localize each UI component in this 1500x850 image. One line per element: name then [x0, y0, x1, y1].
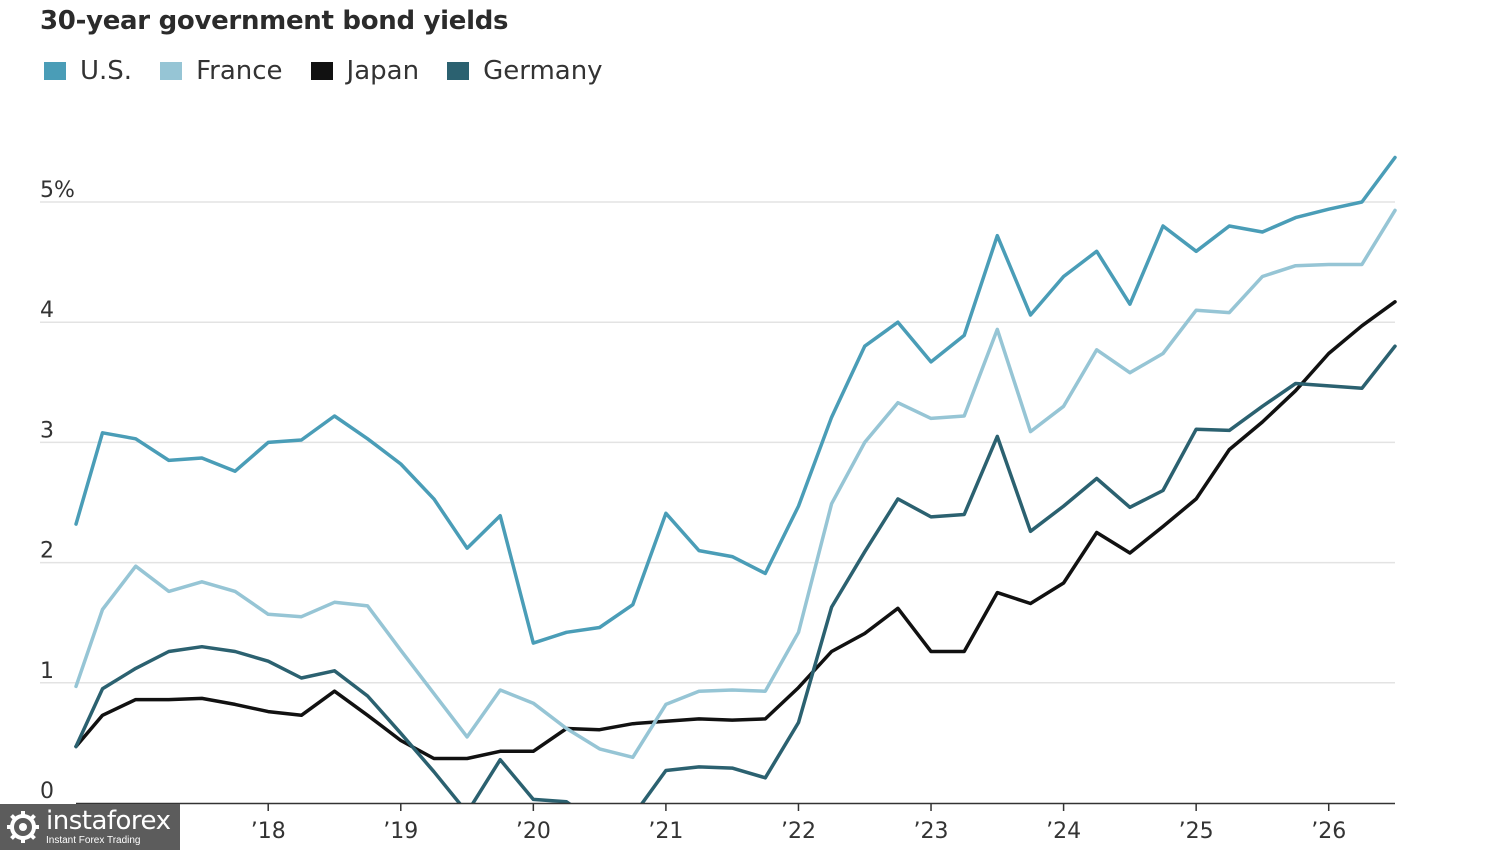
watermark-tagline: Instant Forex Trading	[46, 835, 141, 846]
x-tick-label-2025: ’25	[1179, 819, 1214, 844]
x-tick-label-2026: ’26	[1311, 819, 1346, 844]
series-line-france	[74, 208, 1397, 760]
legend-item-germany: Germany	[447, 56, 603, 86]
y-tick-label-1: 1	[40, 659, 54, 684]
legend-label-japan: Japan	[346, 56, 420, 86]
y-tick-label-3: 3	[40, 418, 54, 443]
legend-label-germany: Germany	[483, 56, 603, 86]
y-tick-label-4: 4	[40, 298, 54, 323]
gear-logo-icon	[7, 811, 39, 843]
x-tick-label-2023: ’23	[914, 819, 949, 844]
x-tick-label-2024: ’24	[1046, 819, 1081, 844]
y-tick-label-0: 0	[40, 779, 54, 804]
legend-item-us: U.S.	[44, 56, 132, 86]
legend-label-france: France	[196, 56, 283, 86]
watermark-brand: instaforex	[46, 806, 171, 836]
y-tick-label-5: 5%	[40, 178, 75, 203]
legend-swatch-japan	[310, 62, 333, 80]
grid-lines	[40, 201, 1395, 684]
legend-swatch-us	[44, 62, 66, 80]
x-tick-label-2022: ’22	[781, 819, 816, 844]
legend-label-us: U.S.	[80, 56, 133, 86]
series-line-germany	[74, 344, 1397, 804]
chart-title: 30-year government bond yields	[40, 6, 509, 36]
legend-item-japan: Japan	[310, 56, 420, 86]
series-lines	[74, 155, 1397, 804]
legend-swatch-france	[160, 62, 183, 80]
y-axis-ticks: 0 1 2 3 4 5%	[40, 178, 75, 804]
legend-swatch-germany	[447, 62, 470, 80]
series-line-us	[74, 155, 1397, 645]
x-axis: ’17’18’19’20’21’22’23’24’25’26	[76, 802, 1395, 844]
instaforex-watermark: instaforex Instant Forex Trading	[0, 804, 180, 850]
x-tick-label-2020: ’20	[516, 819, 551, 844]
y-tick-label-2: 2	[40, 539, 54, 564]
series-line-japan	[74, 300, 1397, 761]
legend-item-france: France	[160, 56, 283, 86]
x-tick-label-2021: ’21	[648, 819, 683, 844]
x-tick-label-2018: ’18	[251, 819, 286, 844]
x-tick-label-2019: ’19	[383, 819, 418, 844]
chart-legend: U.S. France Japan Germany	[44, 56, 631, 86]
